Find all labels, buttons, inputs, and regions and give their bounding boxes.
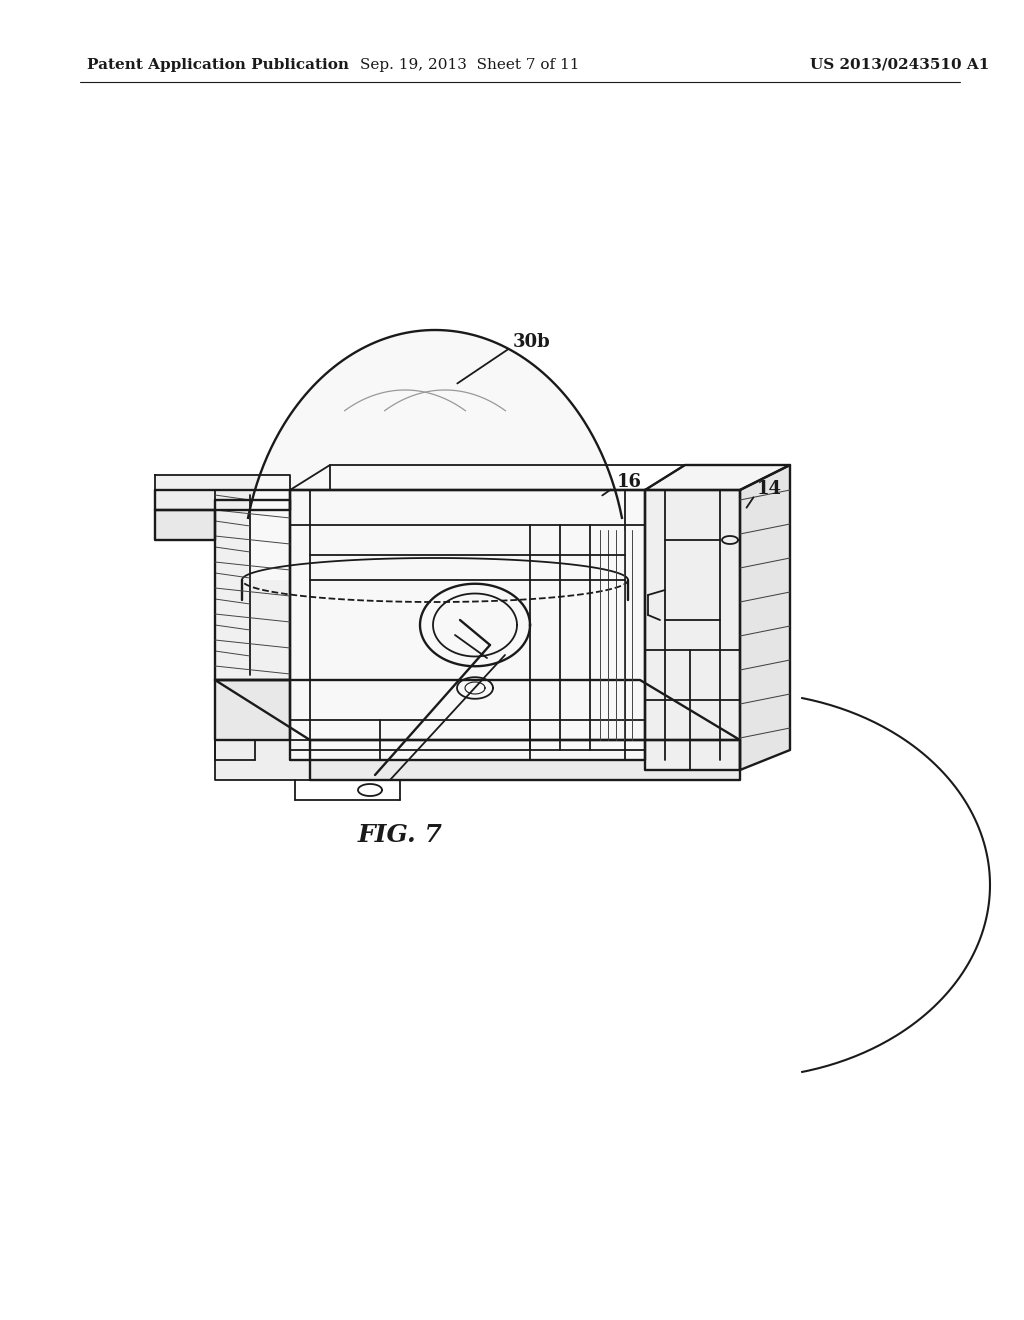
- Polygon shape: [645, 490, 740, 770]
- Text: Patent Application Publication: Patent Application Publication: [87, 58, 349, 73]
- Polygon shape: [215, 680, 740, 741]
- Text: 14: 14: [757, 480, 782, 498]
- Polygon shape: [740, 465, 790, 770]
- Polygon shape: [645, 465, 790, 490]
- Polygon shape: [215, 680, 290, 741]
- Text: US 2013/0243510 A1: US 2013/0243510 A1: [810, 58, 989, 73]
- Polygon shape: [248, 330, 622, 579]
- Polygon shape: [290, 490, 645, 760]
- Polygon shape: [155, 475, 290, 490]
- Text: Sep. 19, 2013  Sheet 7 of 11: Sep. 19, 2013 Sheet 7 of 11: [360, 58, 580, 73]
- Polygon shape: [215, 500, 290, 680]
- Polygon shape: [155, 490, 290, 510]
- Text: FIG. 7: FIG. 7: [357, 822, 442, 847]
- Polygon shape: [310, 741, 740, 780]
- Text: 16: 16: [617, 473, 642, 491]
- Polygon shape: [155, 510, 215, 540]
- Text: 30b: 30b: [513, 333, 551, 351]
- Polygon shape: [215, 700, 310, 780]
